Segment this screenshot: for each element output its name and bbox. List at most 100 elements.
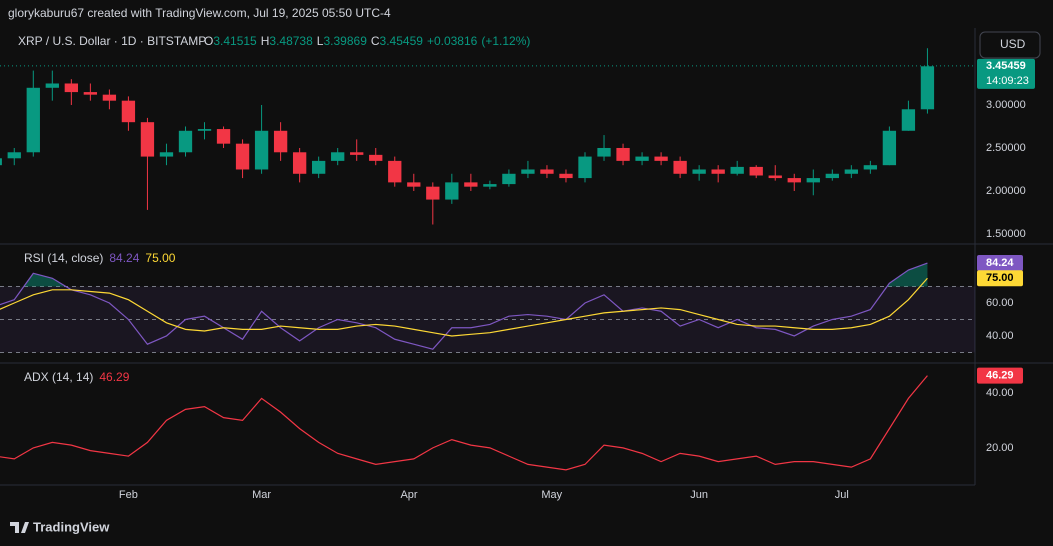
y-tick-label: 40.00 xyxy=(986,387,1014,399)
ohlc-legend: O3.41515 H3.48738 L3.39869 C3.45459 +0.03816… xyxy=(204,34,530,48)
candle-body xyxy=(521,169,535,174)
candle-body xyxy=(350,152,364,155)
candle-body xyxy=(787,178,801,183)
indicator-title: RSI (14, close) xyxy=(24,251,103,265)
y-tick-label: 2.50000 xyxy=(986,142,1026,154)
candle-body xyxy=(616,147,630,161)
last-price-badge xyxy=(977,58,1035,89)
y-tick-label: 60.00 xyxy=(986,297,1014,309)
x-tick-label: Jun xyxy=(690,489,708,501)
indicator-value: 75.00 xyxy=(145,251,175,265)
ohlc-value: 3.41515 xyxy=(213,34,257,48)
value-badge-label: 46.29 xyxy=(986,369,1014,381)
candle-body xyxy=(673,160,687,174)
candle-body xyxy=(901,109,916,131)
change: +0.03816 xyxy=(427,34,478,48)
candle-body xyxy=(540,169,554,174)
candle-body xyxy=(83,92,98,95)
candle-body xyxy=(692,169,706,174)
candle-body xyxy=(7,152,21,159)
candle-body xyxy=(882,130,897,166)
candle-body xyxy=(806,178,820,183)
candle-body xyxy=(64,83,78,93)
candle-body xyxy=(292,152,307,174)
value-badge-label: 75.00 xyxy=(986,272,1014,284)
indicator-line xyxy=(0,277,928,337)
ohlc-values: O3.41515 H3.48738 L3.39869 C3.45459 +0.03816… xyxy=(204,34,530,48)
change-pct: (+1.12%) xyxy=(481,34,530,48)
currency-button[interactable]: USD xyxy=(979,31,1041,59)
ohlc-key: H xyxy=(261,34,270,48)
candle-body xyxy=(464,182,478,187)
y-tick-label: 3.00000 xyxy=(986,99,1026,111)
candle-body xyxy=(768,175,782,179)
candle-body xyxy=(26,87,40,153)
y-tick-label: 1.50000 xyxy=(986,228,1026,240)
candle-body xyxy=(730,166,744,174)
candle-body xyxy=(159,152,174,157)
candle-body xyxy=(597,147,611,157)
candle-body xyxy=(273,130,288,153)
candle-body xyxy=(331,152,345,161)
candle-body xyxy=(635,156,649,161)
indicator-value: 84.24 xyxy=(109,251,139,265)
candle-body xyxy=(102,94,117,101)
brand: TradingView xyxy=(33,519,110,534)
logo-mark xyxy=(10,522,29,533)
candles xyxy=(0,48,935,225)
lines xyxy=(0,375,928,471)
y-tick-label: 40.00 xyxy=(986,330,1014,342)
candle-body xyxy=(483,184,497,187)
candle-body xyxy=(0,158,2,166)
x-tick-label: Apr xyxy=(400,489,417,501)
indicator-line xyxy=(0,375,928,471)
x-tick-label: Jul xyxy=(835,489,849,501)
indicator-title: ADX (14, 14) xyxy=(24,370,93,384)
candle-body xyxy=(45,83,59,88)
candle-body xyxy=(426,186,440,200)
candle-body xyxy=(369,154,383,161)
candle-body xyxy=(749,166,763,176)
value-badge xyxy=(977,367,1023,384)
x-tick-label: Mar xyxy=(252,489,271,501)
ohlc-key: O xyxy=(204,34,213,48)
ohlc-key: C xyxy=(371,34,380,48)
candle-body xyxy=(825,173,839,179)
candle-body xyxy=(654,156,668,161)
candle-body xyxy=(312,160,326,174)
candle-body xyxy=(197,129,212,131)
candle-body xyxy=(863,165,878,170)
currency-button-frame[interactable] xyxy=(979,31,1041,59)
x-tick-label: May xyxy=(541,489,562,501)
indicator-legend: RSI (14, close) 84.24 75.00 xyxy=(24,251,176,265)
candle-body xyxy=(121,100,136,123)
candle-body xyxy=(178,130,193,153)
candle-body xyxy=(235,143,250,170)
y-tick-label: 20.00 xyxy=(986,442,1014,454)
byline: glorykaburu67 created with TradingView.c… xyxy=(8,6,391,20)
candle-body xyxy=(388,160,402,183)
candle-body xyxy=(407,182,421,187)
last-price-label: 3.45459 xyxy=(986,60,1026,72)
ohlc-value: 3.45459 xyxy=(380,34,424,48)
value-badge xyxy=(977,255,1023,272)
x-tick-label: Feb xyxy=(119,489,138,501)
countdown: 14:09:23 xyxy=(986,75,1029,87)
candle-body xyxy=(140,122,155,157)
footer-logo: TradingView xyxy=(10,519,110,534)
candle-body xyxy=(216,129,231,144)
candle-body xyxy=(711,169,725,174)
ohlc-value: 3.39869 xyxy=(323,34,367,48)
y-tick-label: 2.00000 xyxy=(986,185,1026,197)
indicator-value: 46.29 xyxy=(99,370,129,384)
symbol: XRP / U.S. Dollar · 1D · BITSTAMP xyxy=(18,34,206,48)
value-badge-label: 84.24 xyxy=(986,257,1014,269)
candle-body xyxy=(920,66,935,110)
value-badge xyxy=(977,270,1023,287)
lines xyxy=(0,262,928,350)
candle-body xyxy=(502,173,516,185)
currency[interactable]: USD xyxy=(1000,37,1026,51)
candle-body xyxy=(559,173,573,179)
